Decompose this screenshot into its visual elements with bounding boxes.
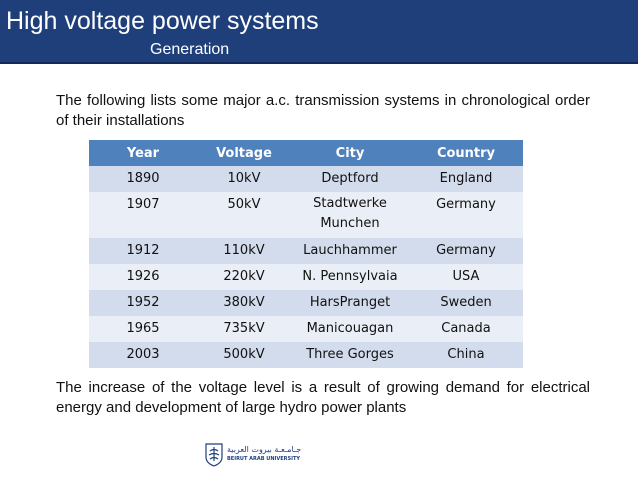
city-cell: N. Pennsylvaia (291, 264, 409, 290)
country-cell: Germany (409, 192, 523, 238)
title-bar: High voltage power systems Generation (0, 0, 638, 64)
voltage-cell: 110kV (197, 238, 291, 264)
university-name-arabic: جـامـعـة بيروت العربية (227, 445, 302, 454)
transmission-systems-table: Year Voltage City Country 1890 10kV Dept… (89, 140, 523, 368)
university-name-english: BEIRUT ARAB UNIVERSITY (227, 456, 301, 462)
year-cell: 1890 (89, 166, 197, 192)
voltage-cell: 380kV (197, 290, 291, 316)
column-header-voltage: Voltage (197, 140, 291, 166)
column-header-city: City (291, 140, 409, 166)
country-cell: China (409, 342, 523, 368)
table-row: 1890 10kV Deptford England (89, 166, 523, 192)
table-header-row: Year Voltage City Country (89, 140, 523, 166)
table-row: 1912 110kV Lauchhammer Germany (89, 238, 523, 264)
table-row: 1907 50kV Stadtwerke Munchen Germany (89, 192, 523, 238)
column-header-year: Year (89, 140, 197, 166)
table-row: 1926 220kV N. Pennsylvaia USA (89, 264, 523, 290)
intro-paragraph: The following lists some major a.c. tran… (56, 92, 590, 129)
conclusion-paragraph: The increase of the voltage level is a r… (56, 379, 590, 416)
country-cell: England (409, 166, 523, 192)
voltage-cell: 220kV (197, 264, 291, 290)
country-cell: Sweden (409, 290, 523, 316)
column-header-country: Country (409, 140, 523, 166)
year-cell: 1907 (89, 192, 197, 238)
year-cell: 1965 (89, 316, 197, 342)
table-row: 1952 380kV HarsPranget Sweden (89, 290, 523, 316)
university-logo: جـامـعـة بيروت العربية BEIRUT ARAB UNIVE… (205, 443, 305, 469)
country-cell: Germany (409, 238, 523, 264)
year-cell: 1952 (89, 290, 197, 316)
voltage-cell: 10kV (197, 166, 291, 192)
city-cell: Three Gorges (291, 342, 409, 368)
table-row: 2003 500kV Three Gorges China (89, 342, 523, 368)
slide-title: High voltage power systems (6, 7, 319, 35)
city-cell: HarsPranget (291, 290, 409, 316)
voltage-cell: 50kV (197, 192, 291, 238)
voltage-cell: 500kV (197, 342, 291, 368)
country-cell: Canada (409, 316, 523, 342)
city-cell: Manicouagan (291, 316, 409, 342)
slide-subtitle: Generation (150, 41, 230, 58)
city-cell: Deptford (291, 166, 409, 192)
city-cell: Lauchhammer (291, 238, 409, 264)
year-cell: 2003 (89, 342, 197, 368)
country-cell: USA (409, 264, 523, 290)
city-cell: Stadtwerke Munchen (291, 192, 409, 238)
voltage-cell: 735kV (197, 316, 291, 342)
table-row: 1965 735kV Manicouagan Canada (89, 316, 523, 342)
university-crest-icon (205, 443, 223, 467)
year-cell: 1912 (89, 238, 197, 264)
year-cell: 1926 (89, 264, 197, 290)
